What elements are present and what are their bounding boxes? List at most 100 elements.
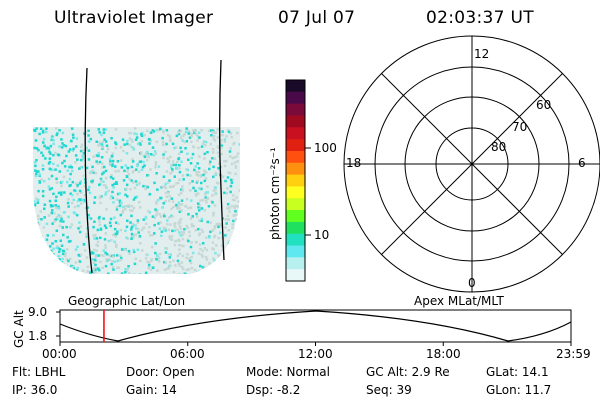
uv-pixel: [104, 251, 107, 255]
uv-pixel: [130, 214, 133, 218]
uv-pixel: [144, 187, 147, 191]
uv-pixel: [114, 128, 118, 131]
uv-pixel: [153, 216, 157, 219]
uv-pixel: [186, 253, 189, 256]
uv-pixel: [217, 154, 221, 158]
uv-pixel: [94, 263, 97, 267]
uv-pixel: [181, 237, 185, 241]
uv-pixel: [76, 245, 79, 249]
uv-pixel: [86, 206, 89, 209]
uv-pixel: [71, 266, 74, 269]
uv-pixel: [226, 187, 229, 190]
uv-pixel: [134, 227, 138, 230]
uv-pixel: [229, 190, 232, 194]
uv-pixel: [240, 228, 243, 231]
uv-pixel: [198, 243, 202, 246]
uv-pixel: [42, 180, 46, 183]
uv-pixel: [45, 238, 49, 241]
uv-pixel: [125, 225, 129, 229]
uv-pixel: [79, 198, 82, 202]
uv-pixel: [98, 195, 102, 198]
uv-pixel: [200, 219, 203, 222]
uv-pixel: [144, 184, 148, 188]
uv-pixel: [114, 165, 117, 168]
uv-pixel: [130, 232, 134, 236]
uv-pixel: [173, 243, 177, 247]
uv-pixel: [48, 188, 52, 191]
uv-pixel: [167, 264, 171, 268]
uv-pixel: [134, 138, 138, 141]
uv-pixel: [124, 271, 127, 274]
uv-pixel: [127, 249, 131, 253]
uv-pixel: [57, 153, 61, 157]
uv-pixel: [35, 159, 38, 162]
uv-pixel: [217, 236, 220, 240]
uv-pixel: [192, 224, 195, 228]
uv-pixel: [56, 245, 59, 248]
uv-pixel: [229, 184, 233, 188]
y-label-9: 9.0: [28, 305, 48, 319]
uv-pixel: [130, 237, 133, 240]
uv-pixel: [75, 137, 79, 140]
uv-pixel: [93, 220, 96, 223]
uv-pixel: [224, 179, 227, 183]
uv-pixel: [174, 146, 178, 149]
uv-pixel: [212, 189, 215, 192]
uv-pixel: [149, 234, 152, 237]
uv-pixel: [235, 218, 238, 221]
uv-pixel: [162, 153, 165, 156]
uv-pixel: [125, 187, 128, 190]
uv-pixel: [167, 253, 170, 256]
uv-pixel: [34, 235, 38, 238]
uv-pixel: [136, 142, 140, 146]
uv-pixel: [81, 269, 85, 272]
uv-pixel: [189, 206, 193, 209]
info-seq: Seq: 39: [366, 383, 412, 397]
uv-pixel: [178, 252, 181, 255]
uv-pixel: [206, 220, 209, 224]
uv-pixel: [213, 139, 217, 142]
uv-pixel: [128, 131, 131, 135]
uv-pixel: [157, 260, 161, 263]
uv-pixel: [153, 150, 157, 153]
uv-pixel: [155, 213, 158, 217]
uv-pixel: [104, 128, 108, 131]
uv-pixel: [240, 220, 243, 223]
uv-pixel: [180, 203, 184, 206]
uv-pixel: [198, 136, 201, 139]
uv-pixel: [122, 179, 126, 182]
uv-pixel: [35, 172, 38, 176]
uv-pixel: [52, 247, 55, 251]
uv-pixel: [89, 217, 93, 220]
date-label: 07 Jul 07: [278, 8, 356, 28]
uv-pixel: [86, 265, 89, 269]
uv-pixel: [133, 262, 137, 266]
uv-pixel: [115, 198, 119, 201]
uv-pixel: [184, 272, 187, 274]
uv-pixel: [112, 233, 115, 237]
uv-pixel: [146, 260, 149, 264]
uv-pixel: [168, 159, 171, 163]
uv-pixel: [127, 204, 130, 207]
uv-pixel: [41, 243, 45, 247]
uv-pixel: [61, 161, 64, 165]
uv-pixel: [138, 206, 142, 209]
uv-pixel: [47, 185, 51, 188]
uv-pixel: [159, 127, 162, 131]
uv-pixel: [211, 241, 215, 244]
uv-pixel: [232, 261, 235, 264]
uv-pixel: [92, 155, 95, 158]
uv-pixel: [218, 260, 222, 263]
uv-pixel: [111, 159, 115, 163]
uv-pixel: [223, 191, 226, 195]
uv-pixel: [165, 129, 169, 132]
uv-pixel: [134, 224, 137, 227]
uv-pixel: [177, 131, 180, 134]
uv-pixel: [139, 160, 143, 163]
uv-pixel: [150, 259, 153, 263]
uv-pixel: [238, 212, 240, 216]
uv-pixel: [221, 130, 224, 133]
uv-pixel: [173, 146, 176, 150]
uv-pixel: [164, 182, 167, 186]
uv-pixel: [66, 236, 69, 239]
